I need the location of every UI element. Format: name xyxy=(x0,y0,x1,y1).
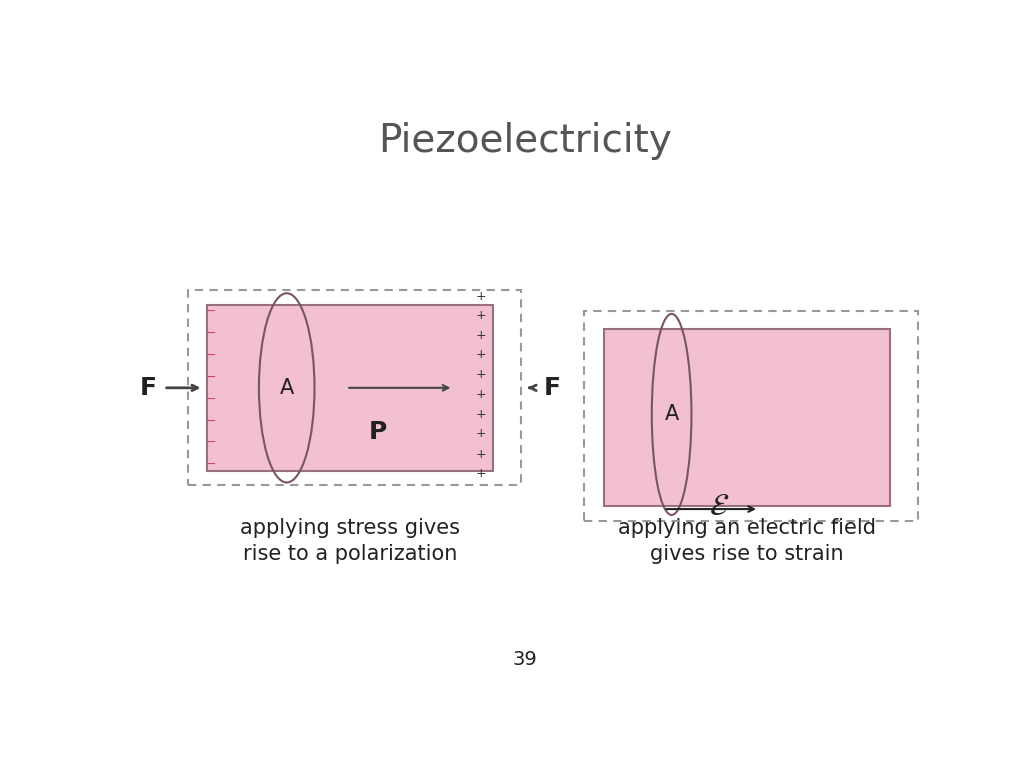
Text: A: A xyxy=(665,405,679,425)
Text: Piezoelectricity: Piezoelectricity xyxy=(378,121,672,160)
Text: −: − xyxy=(206,349,217,362)
Text: −: − xyxy=(206,458,217,472)
Bar xyxy=(604,329,890,506)
Text: −: − xyxy=(206,371,217,384)
Text: −: − xyxy=(206,436,217,449)
Text: +: + xyxy=(476,369,486,382)
Text: F: F xyxy=(139,376,157,400)
Text: +: + xyxy=(476,348,486,361)
Text: −: − xyxy=(206,392,217,406)
Text: applying an electric field
gives rise to strain: applying an electric field gives rise to… xyxy=(618,518,876,564)
Text: +: + xyxy=(476,408,486,421)
Text: F: F xyxy=(544,376,561,400)
Text: 39: 39 xyxy=(512,650,538,670)
Bar xyxy=(585,311,918,521)
Bar xyxy=(207,305,494,471)
Text: +: + xyxy=(476,290,486,303)
Text: $\mathcal{E}$: $\mathcal{E}$ xyxy=(709,492,729,521)
Bar xyxy=(187,290,521,485)
Text: applying stress gives
rise to a polarization: applying stress gives rise to a polariza… xyxy=(241,518,460,564)
Text: A: A xyxy=(280,378,294,398)
Text: +: + xyxy=(476,329,486,342)
Text: +: + xyxy=(476,389,486,402)
Text: +: + xyxy=(476,310,486,323)
Text: +: + xyxy=(476,467,486,480)
Text: +: + xyxy=(476,448,486,461)
Text: −: − xyxy=(206,327,217,340)
Text: −: − xyxy=(206,415,217,428)
Text: +: + xyxy=(476,428,486,441)
Text: −: − xyxy=(206,305,217,318)
Text: P: P xyxy=(369,420,387,444)
